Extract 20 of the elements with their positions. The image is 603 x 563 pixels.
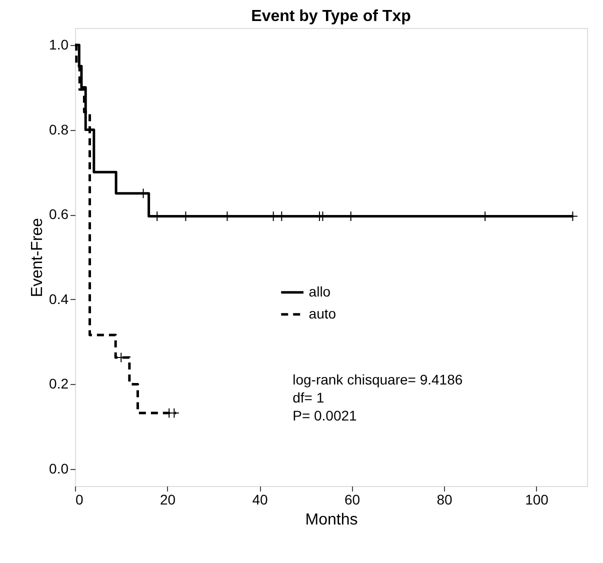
- x-axis-title: Months: [305, 512, 358, 528]
- x-tick-label: 40: [252, 492, 268, 508]
- y-axis-title: Event-Free: [29, 218, 46, 298]
- y-tick-label: 0.2: [49, 376, 69, 392]
- x-tick-label: 0: [76, 492, 84, 508]
- y-tick-label: 0.6: [49, 206, 69, 222]
- annotation: df= 1: [292, 390, 324, 406]
- chart-title: Event by Type of Txp: [251, 8, 412, 25]
- x-tick-label: 20: [160, 492, 176, 508]
- annotation: log-rank chisquare= 9.4186: [292, 372, 463, 388]
- x-tick-label: 80: [436, 492, 453, 508]
- y-tick-label: 1.0: [49, 36, 69, 52]
- legend-label: allo: [308, 283, 331, 300]
- y-tick-label: 0.8: [49, 121, 69, 138]
- annotation: P= 0.0021: [292, 408, 358, 424]
- x-tick-label: 60: [344, 492, 360, 508]
- y-tick-label: 0.0: [49, 460, 69, 477]
- legend-label: auto: [308, 305, 336, 322]
- x-tick-label: 100: [525, 492, 549, 508]
- y-tick-label: 0.4: [49, 290, 69, 307]
